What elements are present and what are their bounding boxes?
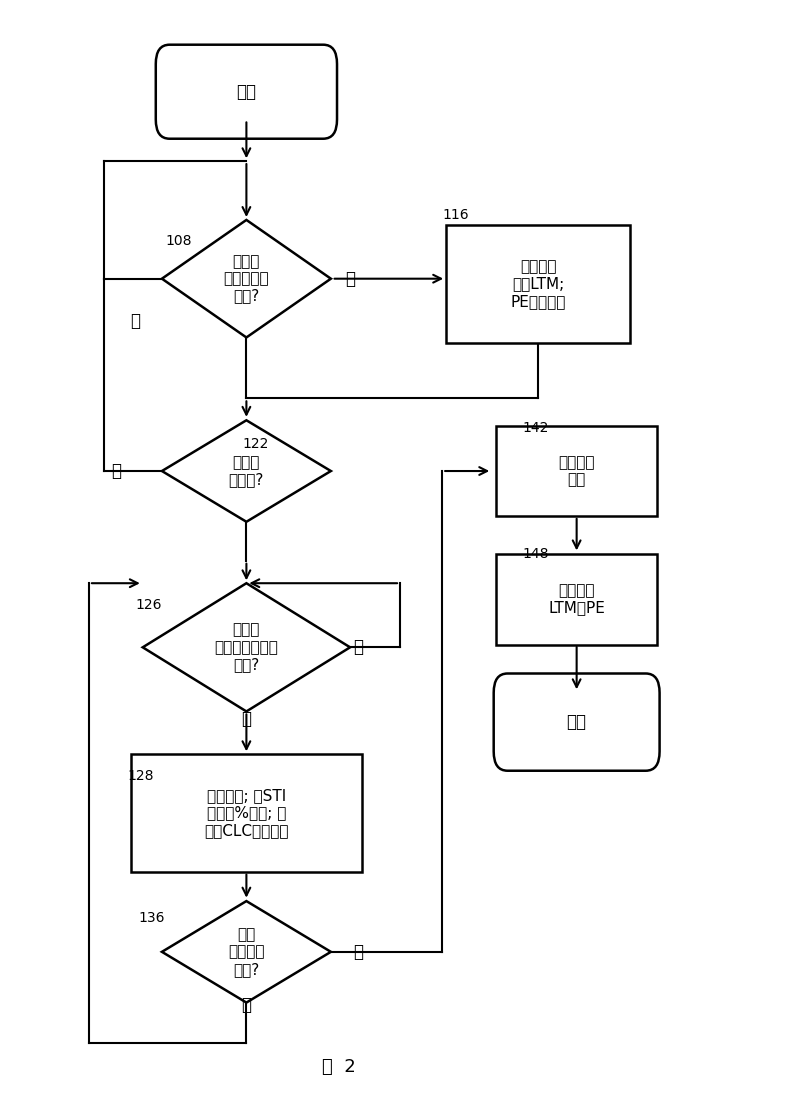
Bar xyxy=(131,755,362,871)
Text: 136: 136 xyxy=(139,910,166,925)
Text: 图  2: 图 2 xyxy=(322,1058,355,1076)
Text: 否: 否 xyxy=(353,943,362,961)
Text: 发动机
稳定和指令化学
当量?: 发动机 稳定和指令化学 当量? xyxy=(214,622,278,672)
Text: 否: 否 xyxy=(130,313,140,331)
Text: 检测到
重新加燃料
没有?: 检测到 重新加燃料 没有? xyxy=(223,254,270,304)
Text: 在查明
阶段中?: 在查明 阶段中? xyxy=(229,455,264,487)
Polygon shape xyxy=(142,583,350,711)
Text: 116: 116 xyxy=(442,208,469,221)
Text: 还有
任何更多
阶段?: 还有 任何更多 阶段? xyxy=(228,927,265,977)
Text: 结束: 结束 xyxy=(566,713,586,731)
Text: 148: 148 xyxy=(523,548,550,561)
Text: 作最后的
评价: 作最后的 评价 xyxy=(558,455,595,487)
Text: 126: 126 xyxy=(135,598,162,611)
Text: 起动: 起动 xyxy=(237,82,256,100)
Text: 142: 142 xyxy=(523,422,550,435)
FancyBboxPatch shape xyxy=(156,45,337,139)
Text: 在延迟后
冻结LTM;
PE不能执行: 在延迟后 冻结LTM; PE不能执行 xyxy=(510,259,566,309)
Bar xyxy=(496,425,658,516)
Bar xyxy=(446,225,630,343)
Bar xyxy=(496,554,658,644)
Text: 是: 是 xyxy=(345,269,355,287)
Text: 清洗中止; 将STI
转换为%乙醇; 对
基准CLC适时修正: 清洗中止; 将STI 转换为%乙醇; 对 基准CLC适时修正 xyxy=(204,788,289,838)
FancyBboxPatch shape xyxy=(494,673,659,770)
Text: 128: 128 xyxy=(127,769,154,782)
Text: 否: 否 xyxy=(353,639,362,657)
Polygon shape xyxy=(162,902,331,1003)
Text: 108: 108 xyxy=(166,235,192,248)
Polygon shape xyxy=(162,220,331,337)
Text: 重新起动
LTM和PE: 重新起动 LTM和PE xyxy=(548,583,605,615)
Text: 122: 122 xyxy=(242,437,269,451)
Text: 是: 是 xyxy=(242,996,251,1014)
Polygon shape xyxy=(162,421,331,522)
Text: 否: 否 xyxy=(111,462,121,480)
Text: 是: 是 xyxy=(242,710,251,728)
